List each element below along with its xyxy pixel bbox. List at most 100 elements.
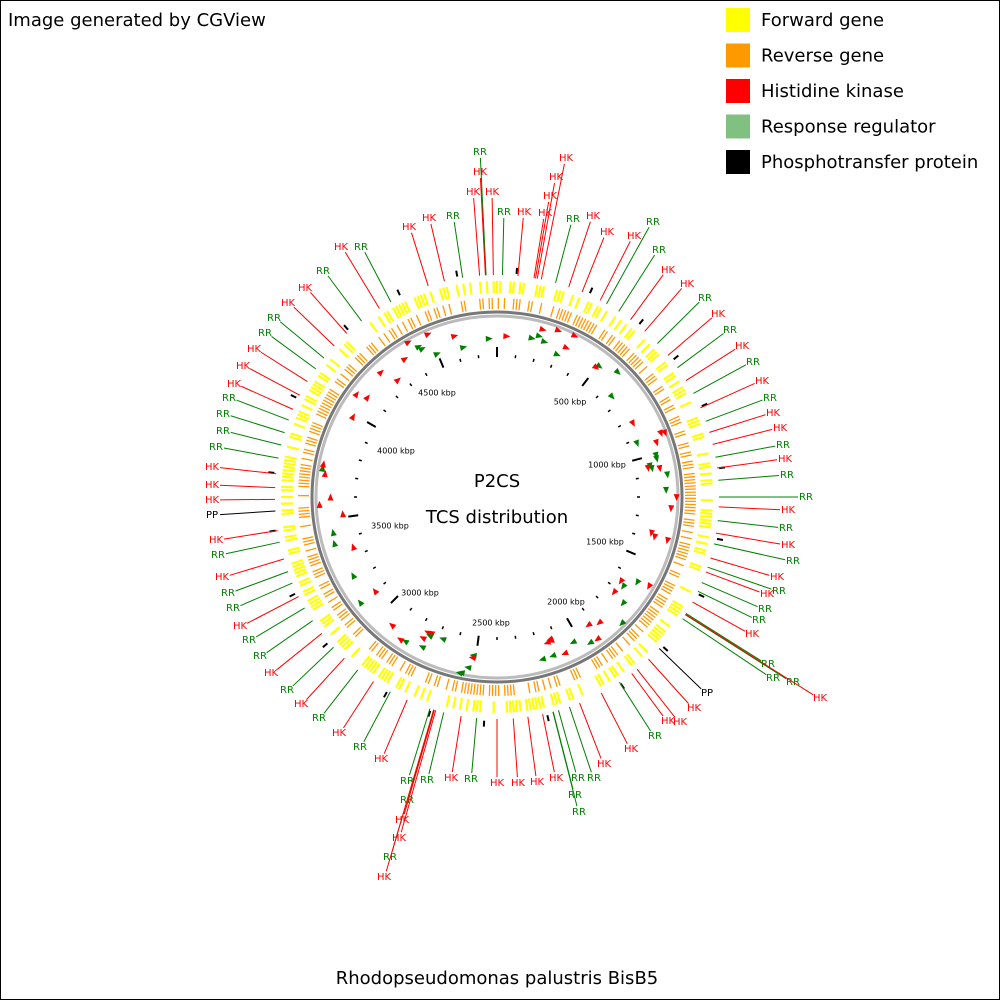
feature-leader <box>219 484 276 489</box>
forward-gene <box>699 515 713 519</box>
feature-leader <box>658 648 702 690</box>
forward-gene <box>666 608 679 617</box>
forward-gene <box>505 700 509 713</box>
feature-label: RR <box>400 776 414 787</box>
reverse-gene <box>436 307 441 318</box>
feature-label: HK <box>813 693 828 704</box>
reverse-gene <box>536 680 540 692</box>
reverse-gene <box>354 628 364 638</box>
feature-leader <box>648 658 689 704</box>
feature-label: HK <box>205 462 220 473</box>
feature-label: RR <box>312 713 326 724</box>
reverse-gene <box>312 421 323 428</box>
reverse-gene <box>298 506 310 509</box>
tcs-glyph <box>587 638 595 646</box>
forward-gene <box>319 371 331 381</box>
forward-gene <box>537 285 542 298</box>
reverse-gene <box>684 479 696 482</box>
reverse-gene <box>303 541 315 546</box>
tcs-glyph <box>546 635 554 642</box>
reverse-gene <box>320 404 331 412</box>
forward-gene <box>623 655 633 667</box>
reverse-gene <box>313 569 325 576</box>
reverse-gene <box>368 344 377 354</box>
reverse-gene <box>322 399 334 406</box>
tcs-glyph <box>652 438 659 447</box>
pp-tick <box>546 715 550 722</box>
forward-gene <box>286 445 299 451</box>
forward-gene <box>552 289 559 302</box>
forward-gene <box>616 661 625 673</box>
scale-tick <box>625 549 636 556</box>
reverse-gene <box>331 601 342 609</box>
forward-gene <box>325 363 337 373</box>
reverse-gene <box>436 676 442 687</box>
tcs-glyph <box>621 582 628 590</box>
feature-leader <box>491 197 494 276</box>
reverse-gene <box>365 346 375 356</box>
reverse-gene <box>370 642 379 652</box>
forward-gene <box>307 594 319 603</box>
scale-label: 3000 kbp <box>401 589 439 598</box>
feature-label: HK <box>247 344 262 355</box>
forward-gene <box>577 683 584 696</box>
forward-gene <box>291 558 304 565</box>
credit: Image generated by CGView <box>8 10 266 31</box>
reverse-gene <box>401 321 409 332</box>
forward-gene <box>699 521 712 526</box>
reverse-gene <box>644 373 654 381</box>
scale-tick <box>631 457 643 462</box>
feature-leader <box>479 177 486 276</box>
feature-label: HK <box>661 716 676 727</box>
reverse-gene <box>664 407 676 414</box>
reverse-gene <box>640 617 650 626</box>
feature-leader <box>471 718 478 774</box>
feature-leader <box>219 510 276 516</box>
tcs-glyph <box>419 636 428 643</box>
pp-tick <box>383 691 388 698</box>
feature-leader <box>249 368 300 396</box>
reverse-gene <box>628 630 638 640</box>
scale-tick <box>595 595 599 599</box>
feature-label: HK <box>473 167 488 178</box>
tcs-glyph <box>426 634 434 640</box>
scale-label: 4000 kbp <box>377 447 415 456</box>
tcs-glyph <box>433 352 441 358</box>
reverse-gene <box>657 593 668 601</box>
reverse-gene <box>410 666 417 677</box>
feature-label: HK <box>485 187 500 198</box>
tcs-glyph <box>652 532 659 541</box>
reverse-gene <box>632 359 642 368</box>
reverse-gene <box>638 619 648 628</box>
forward-gene <box>635 338 646 350</box>
feature-leader <box>693 364 747 394</box>
tcs-glyph <box>540 338 549 344</box>
feature-label: HK <box>680 279 695 290</box>
reverse-gene <box>683 475 696 479</box>
forward-gene <box>383 670 392 682</box>
feature-label: PP <box>701 688 713 699</box>
feature-label: HK <box>760 589 775 600</box>
reverse-gene <box>482 298 485 310</box>
forward-gene <box>594 675 603 687</box>
reverse-gene <box>463 300 467 312</box>
feature-label: RR <box>280 685 294 696</box>
feature-leader <box>230 415 285 434</box>
reverse-gene <box>668 572 680 578</box>
feature-leader <box>552 711 578 807</box>
scale-tick <box>626 441 630 445</box>
feature-leader <box>705 399 763 422</box>
reverse-gene <box>527 682 531 694</box>
tcs-glyph <box>553 350 561 357</box>
forward-gene <box>649 631 660 641</box>
pp-tick <box>701 402 708 408</box>
tcs-glyph <box>316 500 323 508</box>
reverse-gene <box>344 368 354 377</box>
reverse-gene <box>390 327 398 338</box>
feature-leader <box>430 223 445 282</box>
feature-leader <box>517 217 524 277</box>
tcs-glyph <box>585 620 593 628</box>
reverse-gene <box>380 649 389 660</box>
feature-label: RR <box>221 588 235 599</box>
feature-label: HK <box>264 668 279 679</box>
